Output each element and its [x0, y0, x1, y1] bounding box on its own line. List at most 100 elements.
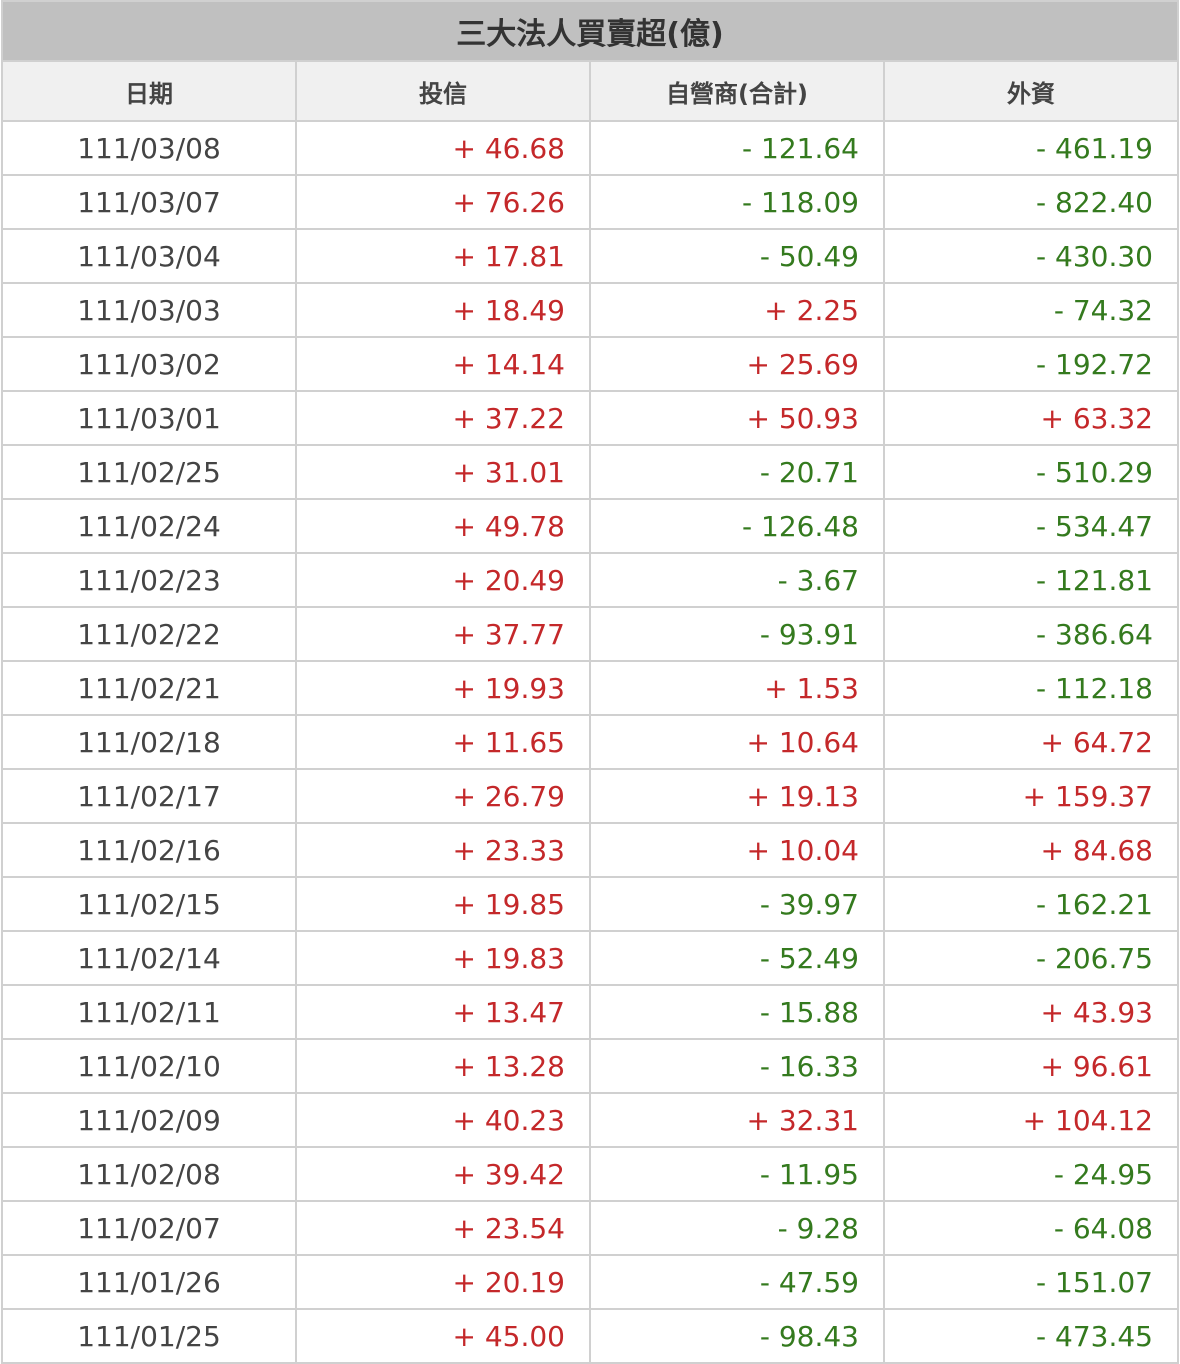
date-cell: 111/02/08	[1, 1146, 297, 1202]
dealers-cell: - 39.97	[589, 876, 885, 932]
foreign-investors-cell: - 473.45	[883, 1308, 1179, 1364]
dealers-cell: - 16.33	[589, 1038, 885, 1094]
table-row: 111/02/16 + 23.33 + 10.04 + 84.68	[1, 822, 1179, 878]
date-cell: 111/03/07	[1, 174, 297, 230]
investment-trust-cell: + 76.26	[295, 174, 591, 230]
investment-trust-cell: + 31.01	[295, 444, 591, 500]
date-cell: 111/01/25	[1, 1308, 297, 1364]
dealers-cell: - 98.43	[589, 1308, 885, 1364]
date-cell: 111/02/07	[1, 1200, 297, 1256]
foreign-investors-cell: - 192.72	[883, 336, 1179, 392]
table-row: 111/02/22 + 37.77- 93.91- 386.64	[1, 606, 1179, 662]
table-row: 111/02/07 + 23.54- 9.28- 64.08	[1, 1200, 1179, 1256]
investment-trust-cell: + 19.85	[295, 876, 591, 932]
foreign-investors-cell: - 534.47	[883, 498, 1179, 554]
investment-trust-cell: + 37.77	[295, 606, 591, 662]
dealers-cell: + 50.93	[589, 390, 885, 446]
investment-trust-cell: + 20.19	[295, 1254, 591, 1310]
dealers-cell: + 19.13	[589, 768, 885, 824]
date-cell: 111/03/03	[1, 282, 297, 338]
table-row: 111/01/25 + 45.00- 98.43- 473.45	[1, 1308, 1179, 1364]
date-cell: 111/03/01	[1, 390, 297, 446]
table-row: 111/02/15 + 19.85- 39.97- 162.21	[1, 876, 1179, 932]
investment-trust-cell: + 26.79	[295, 768, 591, 824]
foreign-investors-cell: - 822.40	[883, 174, 1179, 230]
table-row: 111/03/04 + 17.81- 50.49- 430.30	[1, 228, 1179, 284]
foreign-investors-cell: - 74.32	[883, 282, 1179, 338]
header-foreign-investors: 外資	[883, 60, 1179, 122]
foreign-investors-cell: - 162.21	[883, 876, 1179, 932]
table-row: 111/03/08 + 46.68- 121.64- 461.19	[1, 120, 1179, 176]
investment-trust-cell: + 20.49	[295, 552, 591, 608]
date-cell: 111/01/26	[1, 1254, 297, 1310]
investment-trust-cell: + 11.65	[295, 714, 591, 770]
table-row: 111/03/01 + 37.22 + 50.93 + 63.32	[1, 390, 1179, 446]
table-row: 111/03/02 + 14.14 + 25.69- 192.72	[1, 336, 1179, 392]
dealers-cell: - 118.09	[589, 174, 885, 230]
foreign-investors-cell: + 159.37	[883, 768, 1179, 824]
investment-trust-cell: + 45.00	[295, 1308, 591, 1364]
dealers-cell: + 25.69	[589, 336, 885, 392]
investment-trust-cell: + 37.22	[295, 390, 591, 446]
dealers-cell: - 121.64	[589, 120, 885, 176]
dealers-cell: - 11.95	[589, 1146, 885, 1202]
dealers-cell: - 93.91	[589, 606, 885, 662]
foreign-investors-cell: - 461.19	[883, 120, 1179, 176]
date-cell: 111/02/16	[1, 822, 297, 878]
dealers-cell: + 32.31	[589, 1092, 885, 1148]
table-row: 111/02/25 + 31.01- 20.71- 510.29	[1, 444, 1179, 500]
dealers-cell: - 9.28	[589, 1200, 885, 1256]
table-row: 111/03/03 + 18.49 + 2.25- 74.32	[1, 282, 1179, 338]
foreign-investors-cell: - 206.75	[883, 930, 1179, 986]
foreign-investors-cell: + 96.61	[883, 1038, 1179, 1094]
dealers-cell: - 126.48	[589, 498, 885, 554]
dealers-cell: + 1.53	[589, 660, 885, 716]
table-row: 111/02/23 + 20.49- 3.67- 121.81	[1, 552, 1179, 608]
table-row: 111/02/17 + 26.79 + 19.13 + 159.37	[1, 768, 1179, 824]
header-dealers: 自營商(合計)	[589, 60, 885, 122]
date-cell: 111/02/14	[1, 930, 297, 986]
date-cell: 111/02/18	[1, 714, 297, 770]
date-cell: 111/02/09	[1, 1092, 297, 1148]
table-row: 111/02/21 + 19.93 + 1.53- 112.18	[1, 660, 1179, 716]
date-cell: 111/02/11	[1, 984, 297, 1040]
date-cell: 111/02/21	[1, 660, 297, 716]
investment-trust-cell: + 19.83	[295, 930, 591, 986]
date-cell: 111/03/02	[1, 336, 297, 392]
dealers-cell: - 15.88	[589, 984, 885, 1040]
date-cell: 111/02/10	[1, 1038, 297, 1094]
foreign-investors-cell: - 151.07	[883, 1254, 1179, 1310]
dealers-cell: + 10.04	[589, 822, 885, 878]
foreign-investors-cell: - 510.29	[883, 444, 1179, 500]
foreign-investors-cell: + 63.32	[883, 390, 1179, 446]
table-row: 111/02/14 + 19.83- 52.49- 206.75	[1, 930, 1179, 986]
investment-trust-cell: + 19.93	[295, 660, 591, 716]
table-row: 111/03/07 + 76.26- 118.09- 822.40	[1, 174, 1179, 230]
foreign-investors-cell: - 386.64	[883, 606, 1179, 662]
date-cell: 111/02/17	[1, 768, 297, 824]
date-cell: 111/03/08	[1, 120, 297, 176]
table-row: 111/02/10 + 13.28- 16.33 + 96.61	[1, 1038, 1179, 1094]
investment-trust-cell: + 23.33	[295, 822, 591, 878]
date-cell: 111/02/22	[1, 606, 297, 662]
investment-trust-cell: + 49.78	[295, 498, 591, 554]
date-cell: 111/02/24	[1, 498, 297, 554]
table-row: 111/02/24 + 49.78- 126.48- 534.47	[1, 498, 1179, 554]
dealers-cell: - 20.71	[589, 444, 885, 500]
investment-trust-cell: + 23.54	[295, 1200, 591, 1256]
dealers-cell: - 3.67	[589, 552, 885, 608]
investment-trust-cell: + 13.28	[295, 1038, 591, 1094]
dealers-cell: + 2.25	[589, 282, 885, 338]
investment-trust-cell: + 39.42	[295, 1146, 591, 1202]
investment-trust-cell: + 14.14	[295, 336, 591, 392]
date-cell: 111/02/15	[1, 876, 297, 932]
foreign-investors-cell: + 84.68	[883, 822, 1179, 878]
table-row: 111/02/18 + 11.65 + 10.64 + 64.72	[1, 714, 1179, 770]
investment-trust-cell: + 13.47	[295, 984, 591, 1040]
dealers-cell: - 50.49	[589, 228, 885, 284]
foreign-investors-cell: - 112.18	[883, 660, 1179, 716]
foreign-investors-cell: + 64.72	[883, 714, 1179, 770]
date-cell: 111/03/04	[1, 228, 297, 284]
investment-trust-cell: + 17.81	[295, 228, 591, 284]
